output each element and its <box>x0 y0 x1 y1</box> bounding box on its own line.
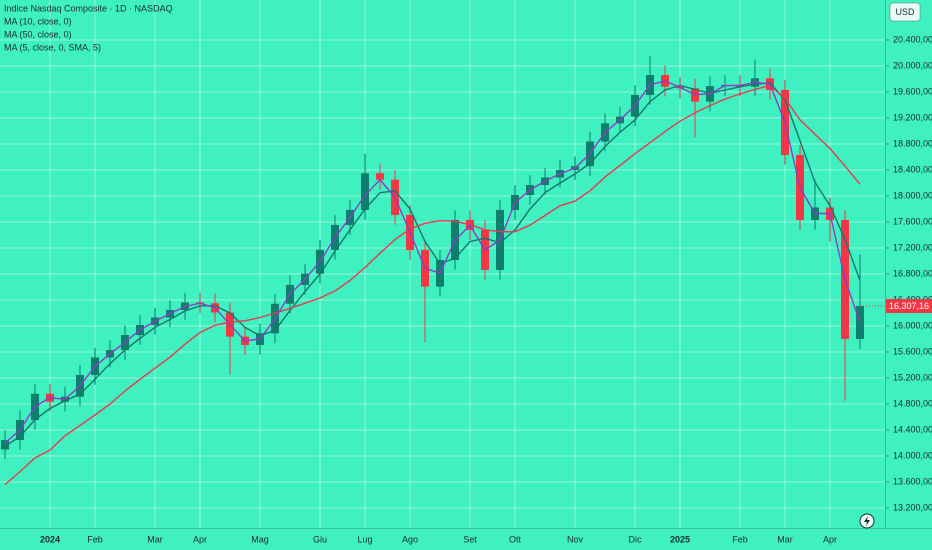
x-tick-label: Ott <box>509 534 522 544</box>
ma-line <box>4 80 861 444</box>
y-tick-label: 18.400,00 <box>893 164 932 174</box>
lightning-glyph <box>864 516 870 526</box>
x-tick-label: Mar <box>147 534 163 544</box>
ma-line <box>4 84 861 486</box>
currency[interactable]: USD <box>895 7 915 17</box>
x-tick-label: Nov <box>567 534 584 544</box>
x-tick-label: Giu <box>313 534 327 544</box>
x-tick-label: Dic <box>629 534 642 544</box>
y-tick-label: 20.000,00 <box>893 60 932 70</box>
x-tick-label: 2025 <box>670 534 690 544</box>
candle-body <box>376 173 384 180</box>
chart-title: Indice Nasdaq Composite · 1D · NASDAQ <box>4 3 173 13</box>
x-tick-label: Lug <box>357 534 372 544</box>
y-tick-label: 20.400,00 <box>893 34 932 44</box>
last-price-label: 16.307,16 <box>889 301 929 311</box>
legend-entry: MA (10, close, 0) <box>4 16 72 26</box>
x-tick-label: Ago <box>402 534 418 544</box>
ma-line <box>4 82 861 447</box>
y-tick-label: 15.200,00 <box>893 372 932 382</box>
y-tick-label: 16.800,00 <box>893 268 932 278</box>
legend-entry: MA (50, close, 0) <box>4 29 72 39</box>
x-tick-label: Set <box>463 534 477 544</box>
candle-body <box>1 439 9 450</box>
y-tick-label: 14.400,00 <box>893 424 932 434</box>
axes: 13.200,00 13.600,00 14.000,00 14.400,00 14.8… <box>40 34 932 544</box>
x-tick-label: 2024 <box>40 534 60 544</box>
y-tick-label: 18.000,00 <box>893 190 932 200</box>
x-tick-label: Mag <box>251 534 269 544</box>
x-tick-label: Apr <box>193 534 207 544</box>
legend: MA (10, close, 0) MA (50, close, 0) MA (5,… <box>4 16 101 52</box>
y-tick-label: 14.000,00 <box>893 450 932 460</box>
y-tick-label: 19.600,00 <box>893 86 932 96</box>
currency-box[interactable] <box>889 2 921 22</box>
y-tick-label: 18.800,00 <box>893 138 932 148</box>
y-tick-label: 16.000,00 <box>893 320 932 330</box>
x-tick-label: Mar <box>777 534 793 544</box>
y-tick-label: 13.200,00 <box>893 502 932 512</box>
legend-entry: MA (5, close, 0, SMA, 5) <box>4 42 101 52</box>
y-tick-label: 17.600,00 <box>893 216 932 226</box>
candle-body <box>361 173 369 210</box>
y-tick-label: 15.600,00 <box>893 346 932 356</box>
plot <box>1 56 864 486</box>
x-tick-label: Feb <box>87 534 103 544</box>
y-tick-label: 14.800,00 <box>893 398 932 408</box>
last-price-tag <box>886 299 932 314</box>
y-tick-label: 13.600,00 <box>893 476 932 486</box>
y-tick-label: 17.200,00 <box>893 242 932 252</box>
x-tick-label: Feb <box>732 534 748 544</box>
x-tick-label: Apr <box>823 534 837 544</box>
y-tick-label: 19.200,00 <box>893 112 932 122</box>
